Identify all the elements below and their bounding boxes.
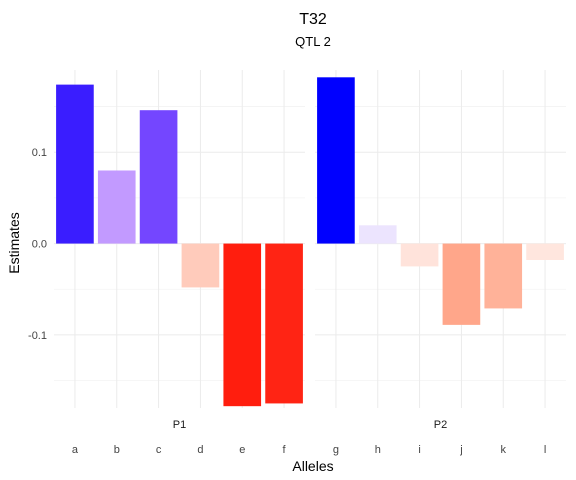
y-tick-label: -0.1 [28,330,47,342]
facet-panel-p2: g h i j k l P2 [315,70,566,456]
facet-panel-p1: a b c d e f P1 [54,70,305,456]
chart-subtitle: QTL 2 [295,34,331,49]
x-tick-label-b: b [114,444,120,456]
bar-g [317,77,355,244]
x-tick-label-i: i [418,444,420,456]
bar-h [358,225,397,244]
x-tick-label-a: a [72,444,79,456]
bar-a [56,84,94,244]
x-tick-label-f: f [283,444,287,456]
bar-j [442,243,481,325]
bar-k [484,243,523,309]
x-tick-label-e: e [239,444,245,456]
bar-i [400,243,439,267]
x-tick-label-k: k [501,444,507,456]
x-tick-label-g: g [333,444,339,456]
y-tick-label: 0.0 [32,239,47,251]
x-tick-label-d: d [197,444,203,456]
bar-d [181,243,220,288]
facet-label-p2: P2 [434,419,447,431]
facet-label-p1: P1 [173,419,186,431]
bar-l [526,243,564,261]
x-tick-label-h: h [375,444,381,456]
y-tick-label: 0.1 [32,147,47,159]
bar-f [265,243,303,404]
bar-c [139,110,178,244]
chart-title: T32 [299,11,327,28]
x-tick-label-j: j [459,444,462,456]
plot-area: 0.1 0.0 -0.1 a b c d e f P1 g h i j k l P2 [28,70,566,456]
bar-e [223,243,262,407]
x-axis-title: Alleles [292,458,333,474]
bar-b [97,170,136,244]
x-tick-label-l: l [544,444,546,456]
x-tick-label-c: c [156,444,162,456]
y-axis-title: Estimates [6,212,22,273]
